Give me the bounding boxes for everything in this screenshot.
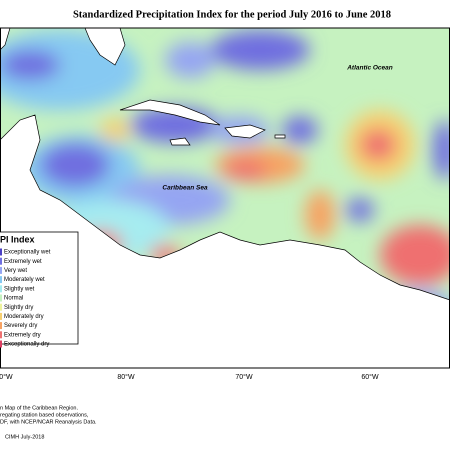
legend-label: Slightly wet [4,286,35,292]
legend-label: Exceptionally dry [4,342,49,348]
legend-title: SPI Index [0,234,35,244]
legend-label: Moderately dry [4,314,44,320]
legend-label: Severely dry [4,323,37,329]
footer: n Map of the Caribbean Region. regating … [0,405,97,440]
legend-label: Very wet [4,268,27,274]
legend-swatch [0,331,2,339]
legend-swatch [0,276,2,284]
legend-swatch [0,248,2,256]
ocean-label: Atlantic Ocean [346,65,393,72]
title: Standardized Precipitation Index for the… [73,9,391,20]
legend-label: Extremely dry [4,332,41,338]
legend-swatch [0,312,2,320]
footer-line: n Map of the Caribbean Region. [0,405,78,411]
spi-field [0,28,450,368]
sea-label: Caribbean Sea [162,185,208,192]
longitude-label: 90°W [0,373,13,381]
longitude-label: 60°W [361,373,379,381]
legend-swatch [0,285,2,293]
longitude-label: 70°W [235,373,253,381]
legend-label: Exceptionally wet [4,250,51,256]
axis: 90°W 80°W 70°W 60°W [0,373,379,381]
legend-swatch [0,322,2,330]
legend-swatch [0,303,2,311]
legend-label: Normal [4,296,23,302]
legend-swatch [0,340,2,348]
legend: SPI Index Exceptionally wet Extremely wet… [0,231,79,348]
legend-swatch [0,257,2,265]
longitude-label: 80°W [117,373,135,381]
legend-label: Slightly dry [4,305,33,311]
legend-label: Moderately wet [4,277,45,283]
footer-credit: CIMH July-2018 [5,434,44,440]
footer-line: regating station based observations, [0,412,89,418]
legend-swatch [0,294,2,302]
legend-swatch [0,266,2,274]
footer-line: DF, with NCEP/NCAR Reanalysis Data. [0,419,97,425]
legend-label: Extremely wet [4,259,42,265]
